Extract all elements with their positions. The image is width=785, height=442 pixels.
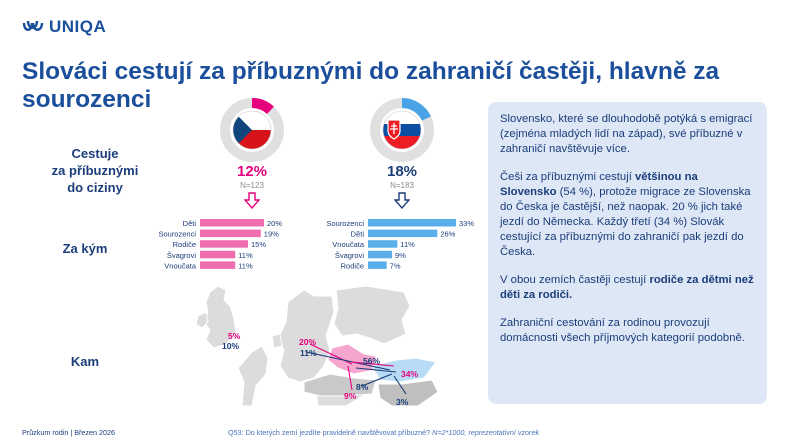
footer-question: Q53: Do kterých zemí jezdíte pravidelně … [228, 428, 540, 437]
cz-donut [220, 98, 284, 162]
cz-bar [200, 219, 264, 227]
sk-value-label: 11% [400, 240, 415, 249]
row-label-whom: Za kým [62, 241, 108, 256]
czech-flag-icon [232, 110, 272, 150]
europe-map: 5% 10% 20% 11% 56% 34% 8% 9% 3% [196, 285, 439, 407]
map-ireland [196, 311, 209, 329]
sk-to-cz-label: 34% [401, 369, 418, 379]
cz-bar [200, 229, 261, 238]
hu-sk-label: 3% [396, 397, 409, 407]
sk-bar [368, 229, 438, 238]
cz-value-label: 11% [238, 251, 253, 260]
cz-category-label: Švagrovi [167, 251, 197, 260]
sk-category-label: Rodiče [341, 261, 364, 270]
insight-paragraph-1: Slovensko, které se dlouhodobě potýká s … [500, 113, 753, 155]
footer-source: Průzkum rodin | Březen 2026 [22, 428, 115, 437]
cz-value-label: 11% [238, 261, 253, 270]
cz-category-label: Rodiče [173, 240, 196, 249]
sk-category-label: Švagrovi [335, 251, 365, 260]
cz-value-label: 19% [264, 230, 279, 239]
cz-to-sk-label: 56% [363, 356, 380, 366]
map-hungary [377, 379, 439, 407]
arrow-sk-at [361, 373, 393, 387]
sk-donut [370, 98, 434, 162]
insight-panel: Slovensko, které se dlouhodobě potýká s … [488, 102, 767, 404]
sk-value-label: 9% [395, 251, 406, 260]
row-label-travels: Cestuje za příbuznými do ciziny [51, 146, 139, 195]
logo-text: UNIQA [49, 17, 107, 36]
cz-donut-share [251, 98, 274, 115]
map-austria [303, 373, 377, 397]
cz-bar [200, 261, 236, 269]
cz-percentage: 12% [236, 163, 268, 180]
cz-value-label: 20% [267, 219, 282, 228]
cz-value-label: 15% [251, 240, 266, 249]
arrow-sk-hu [393, 375, 407, 395]
map-germany [277, 289, 335, 383]
de-cz-label: 20% [299, 337, 316, 347]
sk-category-label: Děti [351, 230, 365, 239]
map-arrows [305, 343, 407, 395]
sk-bar [368, 250, 392, 259]
arrow-cz-sk [351, 361, 395, 367]
uk-sk-label: 10% [222, 341, 239, 351]
cz-bar [200, 240, 248, 248]
cz-category-label: Vnoučata [164, 261, 197, 270]
arrow-sk-cz [355, 367, 397, 373]
sk-bar [368, 240, 398, 248]
sk-arrow-down-icon [394, 192, 410, 209]
sk-percentage: 18% [386, 163, 418, 180]
sk-sample-size: N=183 [390, 181, 414, 190]
cz-relatives-bar-chart: Děti 20% Sourozenci 19% Rodiče 15% Švagrovi 11%… [158, 219, 282, 270]
insight-paragraph-2: Češi za příbuznými cestují většinou na S… [500, 171, 751, 258]
page-title: Slováci cestují za příbuznými do zahrani… [22, 58, 720, 113]
sk-value-label: 7% [390, 261, 401, 270]
at-sk-label: 8% [356, 382, 369, 392]
cz-sample-size: N=123 [240, 181, 264, 190]
arrow-cz-at [347, 365, 353, 391]
cz-category-label: Sourozenci [158, 230, 196, 239]
arrow-sk-de [305, 351, 391, 371]
cz-arrow-down-icon [244, 192, 260, 209]
sk-bar [368, 219, 456, 227]
sk-relatives-bar-chart: Sourozenci 33% Děti 26% Vnoučata 11% Švagrovi 9… [326, 219, 474, 270]
sk-bar [368, 261, 387, 269]
sk-value-label: 26% [440, 230, 455, 239]
sk-value-label: 33% [459, 219, 474, 228]
slovak-flag-icon [382, 110, 422, 150]
sk-donut-share [401, 98, 431, 121]
row-label-where: Kam [70, 354, 100, 369]
map-countries [196, 285, 411, 407]
insight-paragraph-3: V obou zemích častěji cestují rodiče za … [500, 274, 754, 301]
cz-category-label: Děti [183, 219, 197, 228]
map-benelux [271, 333, 283, 349]
map-poland [333, 285, 411, 345]
cz-bar [200, 250, 236, 259]
uk-cz-label: 5% [228, 331, 241, 341]
sk-category-label: Vnoučata [332, 240, 365, 249]
uniqa-logo-icon [22, 20, 44, 31]
insight-paragraph-4: Zahraniční cestování za rodinou provozuj… [500, 317, 745, 344]
uniqa-logo: UNIQA [22, 17, 106, 37]
sk-category-label: Sourozenci [326, 219, 364, 228]
map-france [237, 345, 269, 407]
at-cz-label: 9% [344, 391, 357, 401]
de-sk-label: 11% [300, 348, 317, 358]
